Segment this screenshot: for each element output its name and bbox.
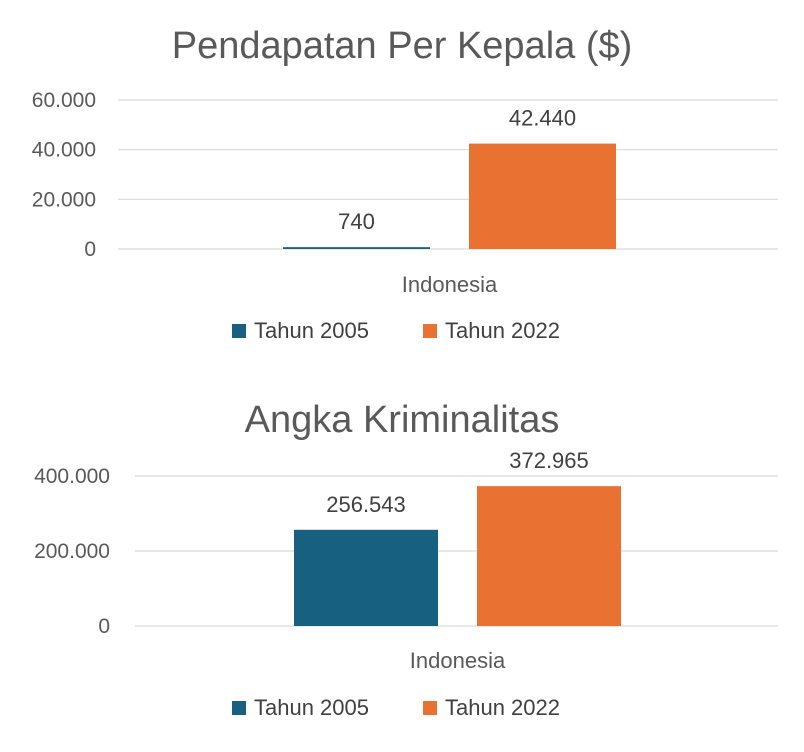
data-label: 740 — [338, 209, 375, 234]
chart-angka-kriminalitas: Angka Kriminalitas 0 200.000 400.000 256.543… — [34, 399, 778, 720]
legend-swatch — [232, 324, 246, 338]
y-tick-label: 0 — [84, 238, 96, 261]
chart-title: Pendapatan Per Kepala ($) — [172, 25, 633, 67]
legend-label: Tahun 2022 — [445, 695, 560, 720]
chart-pendapatan-per-kepala: Pendapatan Per Kepala ($) 0 20.000 40.000 60… — [32, 25, 778, 343]
legend-label: Tahun 2022 — [445, 318, 560, 343]
legend-swatch — [423, 701, 437, 715]
x-category-label: Indonesia — [410, 648, 506, 673]
legend-label: Tahun 2005 — [254, 695, 369, 720]
y-tick-label: 400.000 — [34, 465, 110, 488]
data-label: 256.543 — [326, 492, 406, 517]
data-label: 42.440 — [509, 106, 576, 131]
legend-swatch — [423, 324, 437, 338]
y-tick-label: 60.000 — [32, 89, 96, 112]
legend-label: Tahun 2005 — [254, 318, 369, 343]
chart-title: Angka Kriminalitas — [245, 399, 560, 441]
y-tick-label: 20.000 — [32, 188, 96, 211]
bar-tahun-2022 — [477, 486, 621, 626]
bar-tahun-2022 — [469, 143, 616, 249]
data-label: 372.965 — [509, 448, 589, 473]
legend-swatch — [232, 701, 246, 715]
x-category-label: Indonesia — [402, 272, 498, 297]
y-tick-label: 200.000 — [34, 540, 110, 563]
bar-tahun-2005 — [283, 247, 430, 249]
legend: Tahun 2005 Tahun 2022 — [232, 695, 560, 720]
y-tick-label: 0 — [98, 615, 110, 638]
legend: Tahun 2005 Tahun 2022 — [232, 318, 560, 343]
bar-tahun-2005 — [294, 529, 438, 626]
y-tick-label: 40.000 — [32, 139, 96, 162]
